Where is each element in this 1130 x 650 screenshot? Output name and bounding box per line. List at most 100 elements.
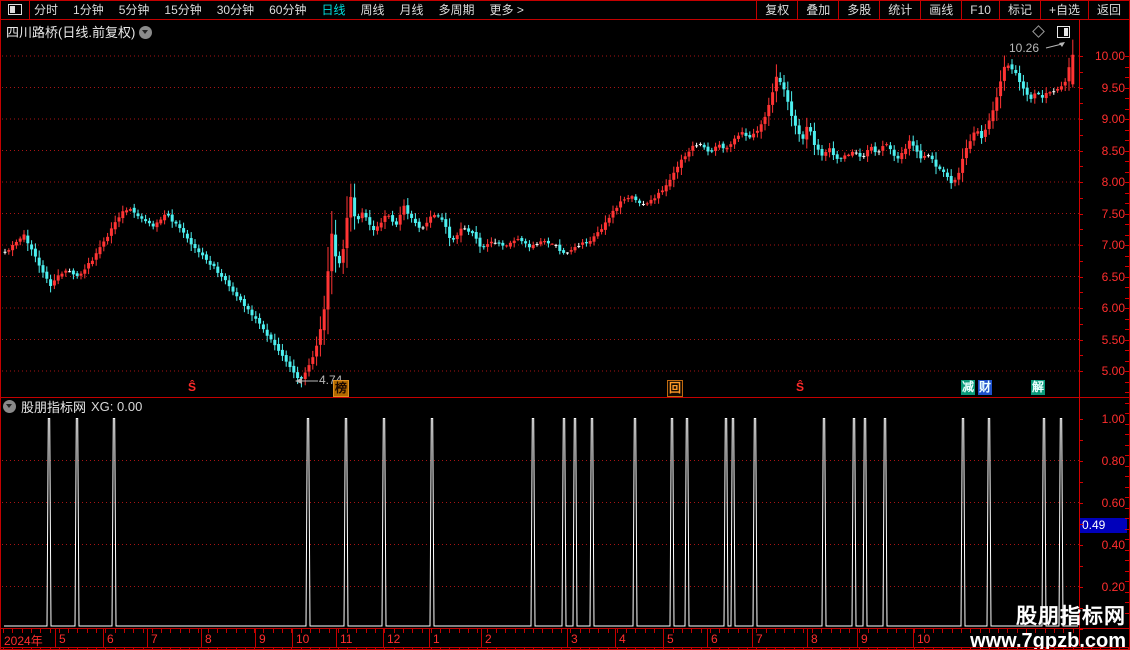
panel-divider[interactable] bbox=[1, 397, 1129, 398]
period-tab-2[interactable]: 1分钟 bbox=[73, 3, 104, 17]
price-label: 10.00 bbox=[1094, 49, 1125, 63]
toolbar-button[interactable]: 复权 bbox=[756, 1, 797, 19]
month-label: 9 bbox=[861, 632, 868, 646]
indicator-label: 0.60 bbox=[1101, 496, 1125, 510]
dividend-marker[interactable]: Ŝ bbox=[187, 380, 196, 394]
month-separator bbox=[255, 629, 256, 647]
panel-maximize-icon[interactable] bbox=[1057, 26, 1070, 38]
toolbar-button[interactable]: F10 bbox=[961, 1, 999, 19]
report-marker[interactable]: 财 bbox=[978, 380, 992, 395]
watermark: 股朋指标网 www.7gpzb.com bbox=[970, 600, 1126, 650]
reduction-marker[interactable]: 减 bbox=[961, 380, 975, 395]
indicator-header: 股朋指标网 XG: 0.00 bbox=[3, 398, 143, 415]
month-separator bbox=[103, 629, 104, 647]
toolbar-divider bbox=[29, 1, 30, 19]
price-label: 9.00 bbox=[1101, 112, 1125, 126]
month-separator bbox=[336, 629, 337, 647]
time-axis[interactable]: 2024年 5 6 7 8 9 10 11 12 1 2 3 4 5 6 7 8 9 10 bbox=[1, 628, 1129, 648]
price-label: 5.00 bbox=[1101, 364, 1125, 378]
chevron-down-icon[interactable] bbox=[138, 26, 152, 39]
month-separator bbox=[429, 629, 430, 647]
period-tab-1[interactable]: 分时 bbox=[34, 3, 59, 17]
month-label: 10 bbox=[296, 632, 310, 646]
diamond-icon[interactable] bbox=[1032, 25, 1045, 38]
indicator-label: 0.80 bbox=[1101, 454, 1125, 468]
month-label: 2 bbox=[485, 632, 492, 646]
toolbar-button[interactable]: 统计 bbox=[879, 1, 920, 19]
month-separator bbox=[913, 629, 914, 647]
watermark-site-name: 股朋指标网 bbox=[1016, 605, 1126, 628]
period-tab-5[interactable]: 30分钟 bbox=[216, 3, 255, 17]
month-separator bbox=[481, 629, 482, 647]
dividend-marker[interactable]: Ŝ bbox=[795, 380, 804, 394]
price-label: 5.50 bbox=[1101, 332, 1125, 347]
month-separator bbox=[292, 629, 293, 647]
month-separator bbox=[201, 629, 202, 647]
month-label: 6 bbox=[711, 632, 718, 646]
toolbar-actions: 复权 叠加 多股 统计 画线 F10 标记 +自选 返回 bbox=[756, 1, 1129, 19]
axis-value-badge: 0.49 bbox=[1080, 518, 1127, 533]
month-separator bbox=[383, 629, 384, 647]
month-separator bbox=[55, 629, 56, 647]
month-label: 5 bbox=[59, 632, 66, 646]
period-tab-6[interactable]: 60分钟 bbox=[269, 3, 307, 17]
layout-split-icon[interactable] bbox=[8, 4, 22, 15]
month-separator bbox=[615, 629, 616, 647]
month-label: 3 bbox=[571, 632, 578, 646]
period-tabs: 分时 1分钟 5分钟 15分钟 30分钟 60分钟 日线 周线 月线 多周期 更多 > bbox=[34, 1, 524, 19]
price-label: 7.50 bbox=[1101, 206, 1125, 221]
period-tab-11[interactable]: 更多 > bbox=[489, 3, 524, 17]
price-label: 9.50 bbox=[1101, 80, 1125, 95]
indicator-name: 股朋指标网 bbox=[21, 399, 87, 415]
month-separator bbox=[752, 629, 753, 647]
indicator-label: 1.00 bbox=[1101, 412, 1125, 426]
month-label: 5 bbox=[667, 632, 674, 646]
month-separator bbox=[147, 629, 148, 647]
month-separator bbox=[707, 629, 708, 647]
chart-title: 四川路桥(日线.前复权) bbox=[6, 22, 152, 41]
month-label: 7 bbox=[151, 632, 158, 646]
month-label: 10 bbox=[917, 632, 931, 646]
chevron-down-icon[interactable] bbox=[3, 399, 16, 413]
watermark-url: www.7gpzb.com bbox=[970, 630, 1126, 650]
month-label: 8 bbox=[811, 632, 818, 646]
indicator-label: 0.20 bbox=[1101, 580, 1125, 594]
toolbar-button[interactable]: 多股 bbox=[838, 1, 879, 19]
month-label: 8 bbox=[205, 632, 212, 646]
month-label: 11 bbox=[340, 632, 353, 646]
unlock-marker[interactable]: 解 bbox=[1031, 380, 1045, 395]
month-label: 9 bbox=[259, 632, 266, 646]
price-label: 8.50 bbox=[1101, 143, 1125, 158]
high-annotation: 10.26 bbox=[1009, 41, 1040, 55]
period-tab-4[interactable]: 15分钟 bbox=[164, 3, 202, 17]
toolbar-button[interactable]: 标记 bbox=[998, 1, 1040, 19]
indicator-value: XG: 0.00 bbox=[91, 398, 143, 414]
period-tab-9[interactable]: 月线 bbox=[399, 3, 424, 17]
chart-corner-icons bbox=[1031, 25, 1075, 39]
month-label: 4 bbox=[619, 632, 626, 646]
toolbar-button[interactable]: 叠加 bbox=[797, 1, 838, 19]
period-toolbar: 分时 1分钟 5分钟 15分钟 30分钟 60分钟 日线 周线 月线 多周期 更多 > 复权 叠加 多股… bbox=[1, 1, 1129, 20]
chart-title-text: 四川路桥(日线.前复权) bbox=[6, 25, 136, 40]
month-label: 1 bbox=[433, 632, 440, 646]
month-label: 6 bbox=[107, 632, 114, 646]
period-tab-3[interactable]: 5分钟 bbox=[118, 3, 150, 17]
month-separator bbox=[857, 629, 858, 647]
toolbar-button[interactable]: +自选 bbox=[1039, 1, 1088, 19]
period-tab-8[interactable]: 周线 bbox=[360, 3, 385, 17]
price-label: 7.00 bbox=[1101, 238, 1125, 252]
period-tab-10[interactable]: 多周期 bbox=[438, 3, 475, 17]
signal-spike-chart[interactable] bbox=[2, 415, 1079, 628]
price-label: 6.50 bbox=[1101, 269, 1125, 284]
indicator-label: 0.40 bbox=[1101, 538, 1125, 552]
candlestick-chart[interactable] bbox=[2, 21, 1079, 396]
ranking-marker[interactable]: 榜 bbox=[333, 380, 349, 397]
buyback-marker[interactable]: 回 bbox=[667, 380, 683, 397]
period-tab-7[interactable]: 日线 bbox=[321, 3, 346, 17]
month-separator bbox=[807, 629, 808, 647]
toolbar-button[interactable]: 画线 bbox=[920, 1, 961, 19]
month-label: 12 bbox=[387, 632, 401, 646]
axis-year-label: 2024年 bbox=[4, 634, 43, 648]
toolbar-button[interactable]: 返回 bbox=[1087, 1, 1129, 19]
